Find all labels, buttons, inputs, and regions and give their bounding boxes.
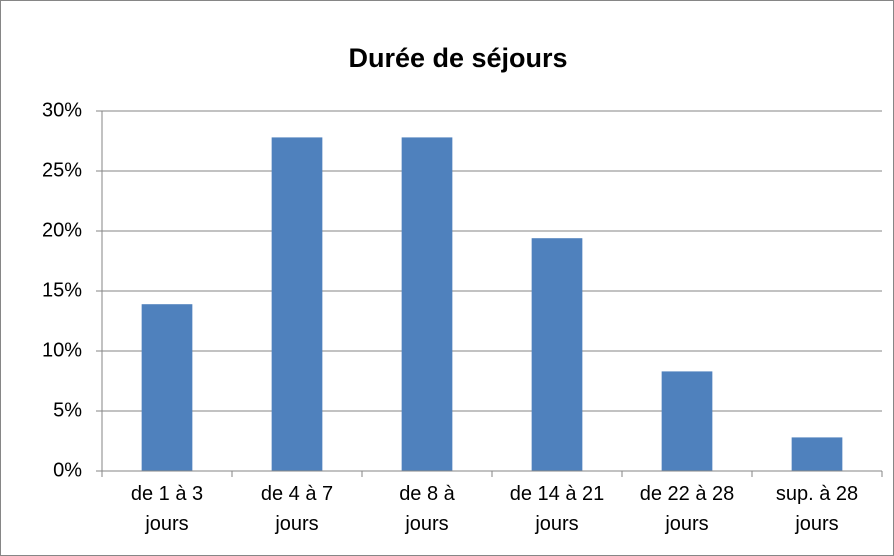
y-tick-label: 30%: [42, 99, 82, 121]
y-tick-label: 0%: [53, 459, 82, 481]
x-tick-label: sup. à 28 jours: [776, 483, 858, 535]
chart-title: Durée de séjours: [348, 43, 567, 73]
y-tick-label: 5%: [53, 399, 82, 421]
x-tick-label: de 14 à 21 jours: [510, 483, 605, 535]
y-tick-label: 15%: [42, 279, 82, 301]
bar: [401, 137, 453, 471]
x-tick-label: de 1 à 3 jours: [131, 483, 203, 535]
y-tick-label: 20%: [42, 219, 82, 241]
bar: [661, 371, 713, 471]
bar: [791, 437, 843, 471]
bar: [271, 137, 323, 471]
bar: [531, 238, 583, 471]
y-tick-label: 10%: [42, 339, 82, 361]
x-tick-label: de 4 à 7 jours: [261, 483, 333, 535]
bar: [141, 304, 193, 471]
x-tick-label: de 8 à jours: [399, 483, 455, 535]
y-tick-label: 25%: [42, 159, 82, 181]
x-tick-label: de 22 à 28 jours: [640, 483, 735, 535]
